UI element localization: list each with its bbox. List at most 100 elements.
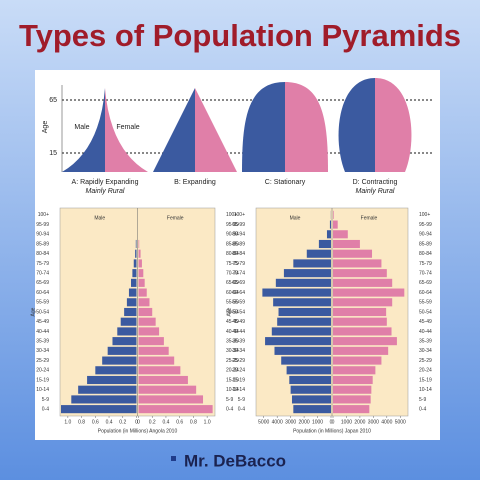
bar [293,405,331,414]
age-label: 50-54 [36,309,49,315]
x-tick-label: 1.0 [204,419,211,425]
shape-label: B: Expanding [174,179,216,186]
x-tick-label: 0.6 [176,419,183,425]
bar [274,346,331,355]
y-axis-label: Age [226,307,232,316]
age-label: 65-69 [419,280,432,286]
bar [333,346,389,355]
x-tick-label: 0.4 [106,419,113,425]
age-label: 100+ [234,212,245,218]
age-label: 15-19 [226,377,239,383]
age-label: 100+ [38,212,49,218]
age-label: 45-49 [36,319,49,325]
age-label: 65-69 [226,280,239,286]
x-tick-label: 0.2 [119,419,126,425]
bar [128,288,137,297]
bullet [171,456,176,461]
bar [281,356,331,365]
age-label: 5-9 [226,397,233,403]
age-label: 70-74 [232,270,245,276]
bar [278,307,331,317]
bar [138,239,140,249]
shape-label: C: Stationary [265,179,306,186]
age-label: 35-39 [36,338,49,344]
bar [262,288,331,297]
age-mark: 15 [49,150,57,157]
shape-female [375,78,412,172]
bar [273,298,331,307]
age-label: 40-44 [232,329,245,335]
bar [138,356,175,365]
bar [293,259,331,268]
bar [333,375,373,385]
legend-female: Female [361,215,378,221]
bar [138,327,160,336]
age-label: 10-14 [36,387,49,393]
bar [78,385,137,394]
bar [291,395,331,404]
bar [138,249,141,258]
age-label: 20-24 [419,368,432,374]
age-label: 40-44 [419,329,432,335]
x-tick-label: 0 [135,419,138,425]
bar [138,395,204,404]
bar [333,405,370,414]
legend-male: Male [94,215,105,221]
age-label: 65-69 [232,280,245,286]
age-label: 95-99 [226,222,239,228]
age-label: 80-84 [232,251,245,257]
bar [138,317,156,326]
age-label: 55-59 [226,300,239,306]
age-label: 10-14 [419,387,432,393]
age-label: 75-79 [419,261,432,267]
age-label: 25-29 [226,358,239,364]
bar [138,307,153,317]
x-tick-label: 0 [332,419,335,425]
bar [333,307,387,317]
bar [131,278,137,287]
x-tick-label: 1000 [341,419,352,425]
age-label: 15-19 [419,377,432,383]
bar [133,259,137,268]
age-label: 80-84 [419,251,432,257]
age-label: 50-54 [226,309,239,315]
bar [333,395,371,404]
age-label: 70-74 [36,270,49,276]
bar [126,298,137,307]
bar [333,366,376,375]
shape-note: Mainly Rural [86,188,125,195]
age-label: 90-94 [419,232,432,238]
age-label: 30-34 [232,348,245,354]
shape-male [338,78,375,172]
age-label: 0-4 [238,406,245,412]
author: Mr. DeBacco [184,451,286,470]
shape-male [242,82,285,172]
bar [61,405,137,414]
age-label: 85-89 [226,241,239,247]
age-label: 20-24 [232,368,245,374]
age-label: 85-89 [232,241,245,247]
age-label: 0-4 [226,406,233,412]
x-tick-label: 0.8 [78,419,85,425]
bar [333,278,393,287]
age-label: 5-9 [238,397,245,403]
shape-note: Mainly Rural [356,188,395,195]
age-label: 50-54 [419,309,432,315]
age-label: 20-24 [36,368,49,374]
bar [138,288,147,297]
x-tick-label: 3000 [368,419,379,425]
x-tick-label: 0.6 [92,419,99,425]
bar [329,220,331,229]
bar [333,288,405,297]
x-tick-label: 0.2 [149,419,156,425]
x-tick-label: 1000 [312,419,323,425]
bar [333,230,348,239]
bar [95,366,137,375]
age-label: 95-99 [36,222,49,228]
bar [265,337,331,346]
bar [333,239,360,249]
bar [138,337,164,346]
age-label: 35-39 [419,338,432,344]
bar [87,375,137,385]
